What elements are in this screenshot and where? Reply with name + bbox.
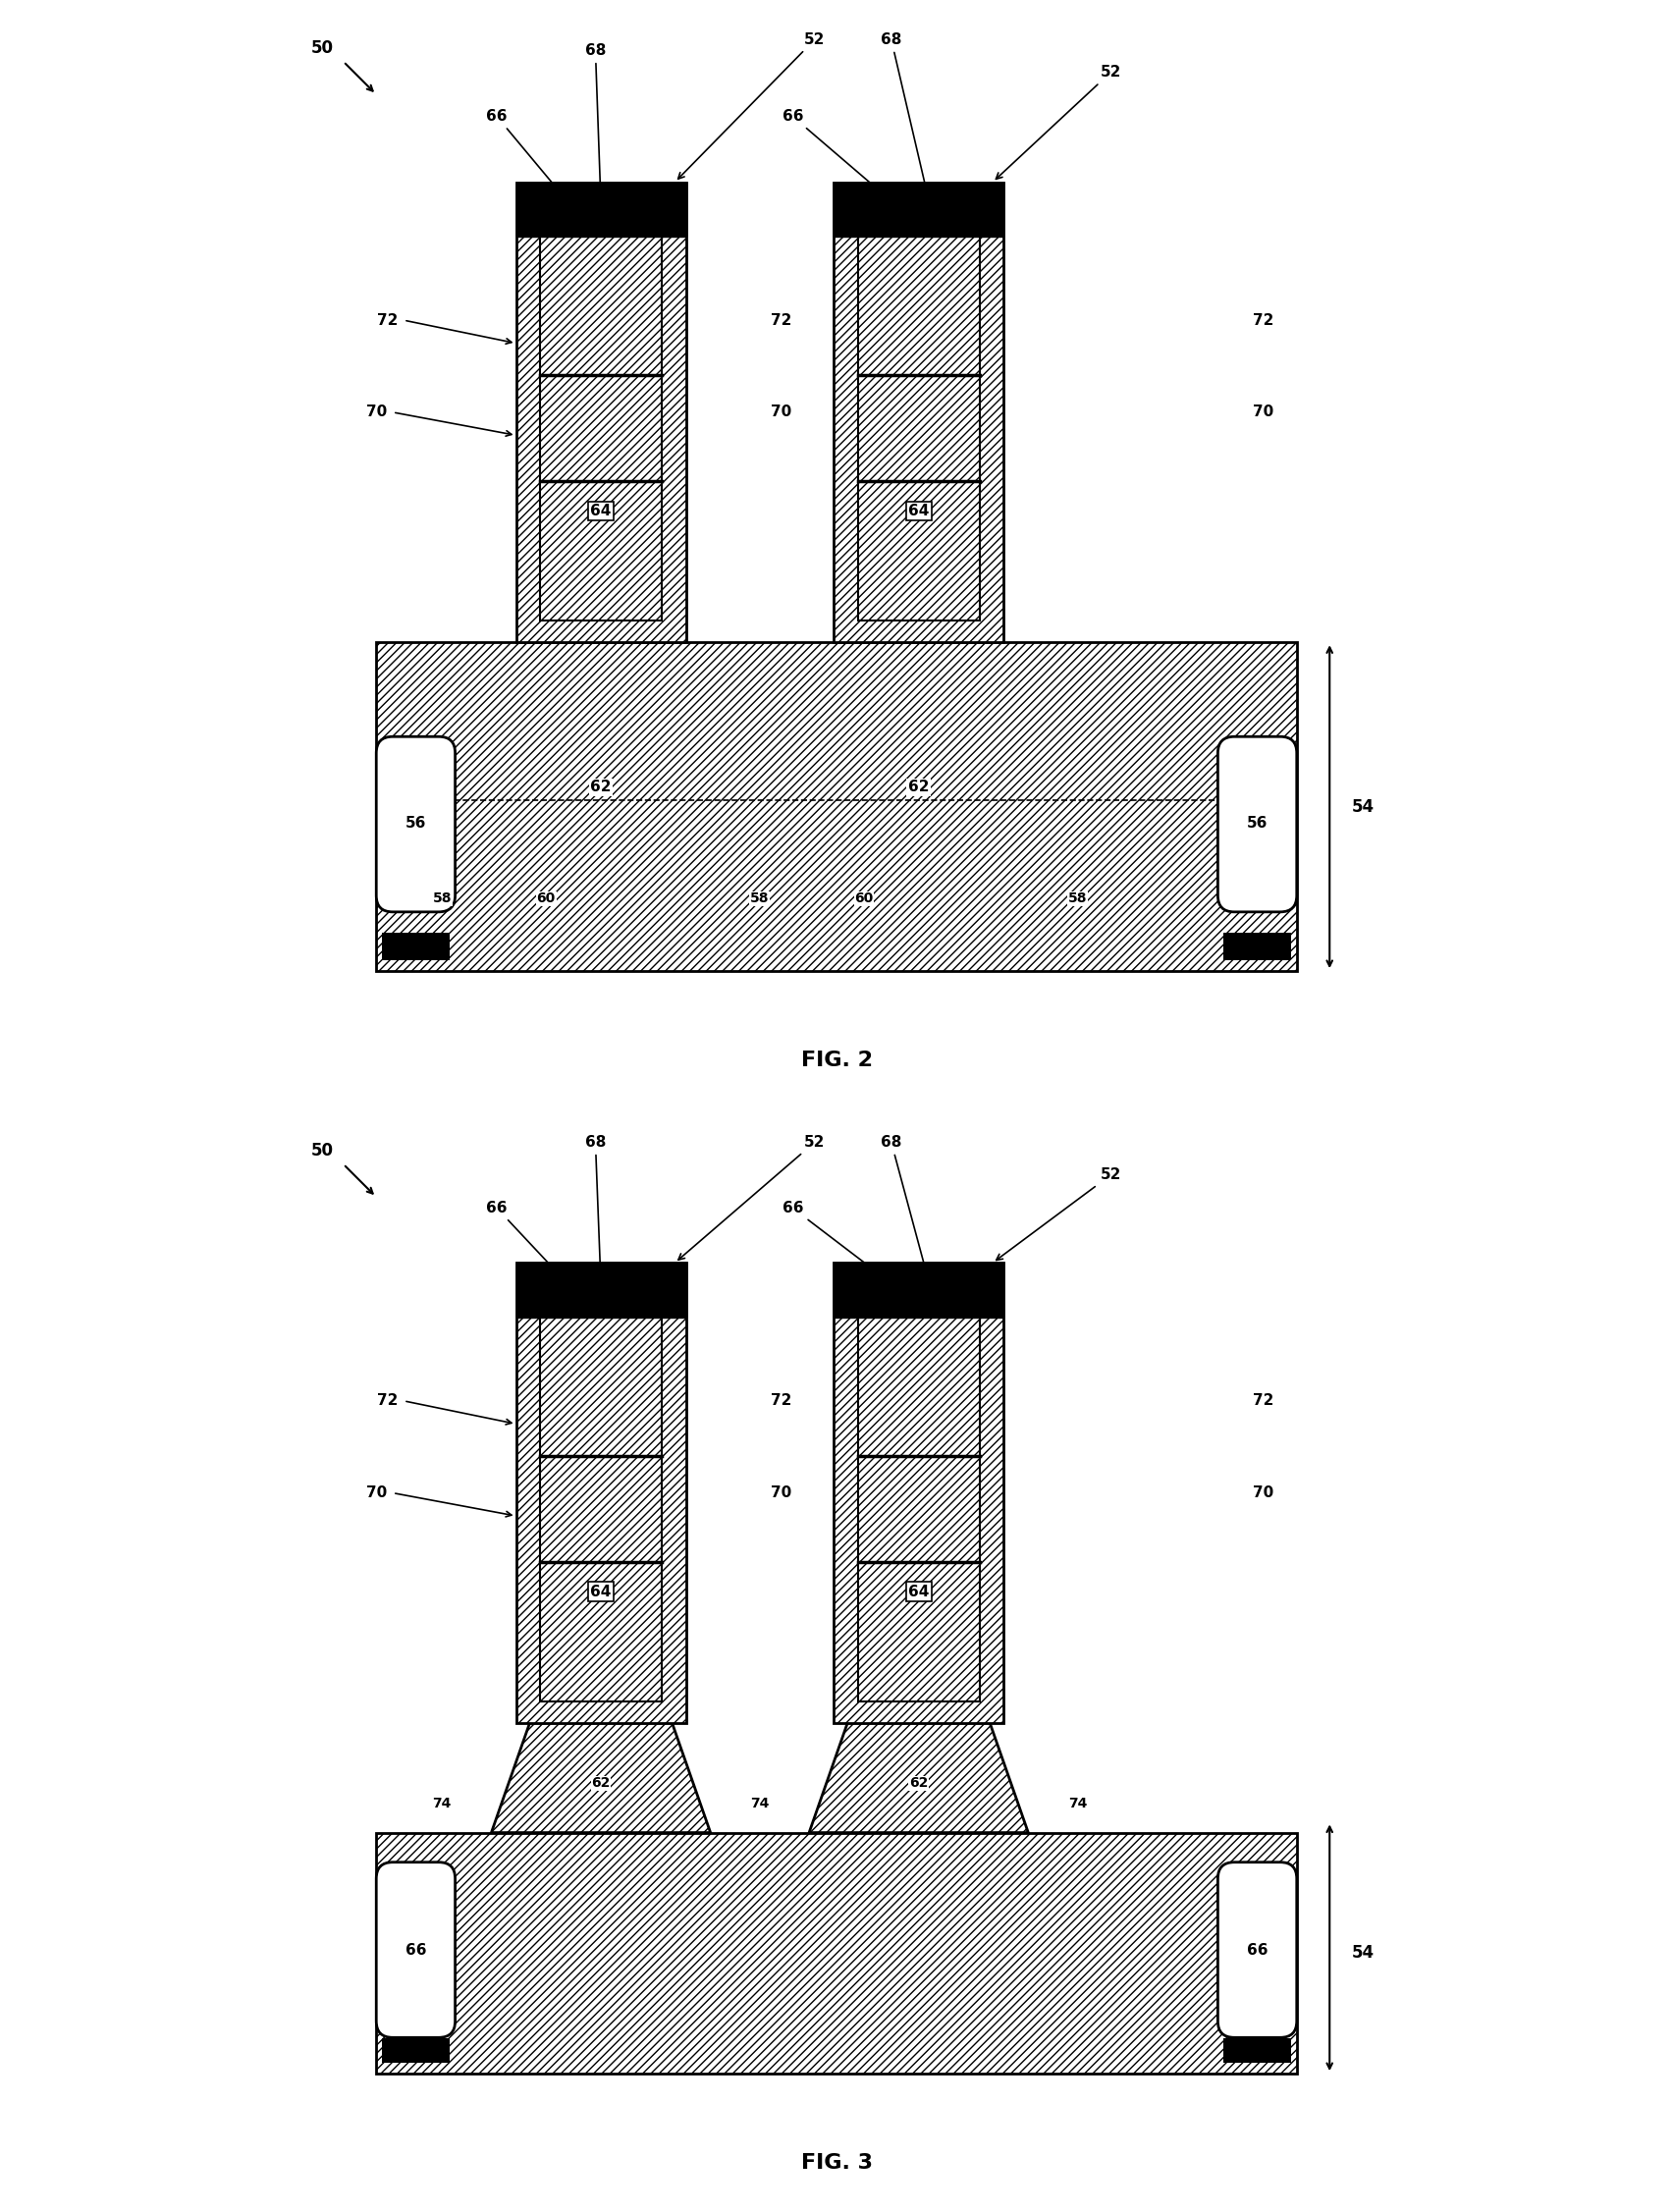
Bar	[515, 181, 686, 641]
Bar	[1223, 2039, 1292, 2064]
Text: 68: 68	[586, 1135, 606, 1281]
Text: 74: 74	[750, 1796, 770, 1812]
Bar	[540, 1296, 663, 1701]
Text: 50: 50	[311, 1141, 333, 1159]
Text: 62: 62	[591, 779, 611, 794]
Text: 54: 54	[1352, 799, 1374, 816]
Text: 58: 58	[1067, 891, 1087, 905]
Text: 62: 62	[908, 1776, 929, 1790]
Polygon shape	[810, 1723, 1029, 1832]
Text: 58: 58	[432, 891, 452, 905]
FancyBboxPatch shape	[1218, 737, 1297, 911]
Text: 70: 70	[1253, 405, 1273, 420]
Bar	[858, 215, 979, 619]
Text: 66: 66	[487, 108, 576, 212]
Text: 70: 70	[771, 1486, 791, 1500]
Text: 56: 56	[405, 816, 427, 830]
Text: 66: 66	[781, 1201, 903, 1294]
Text: 60: 60	[537, 891, 555, 905]
Text: 52: 52	[995, 64, 1121, 179]
Text: 66: 66	[1246, 1942, 1268, 1958]
Text: 70: 70	[366, 405, 386, 420]
Text: 68: 68	[880, 1135, 930, 1281]
Text: 60: 60	[855, 891, 873, 905]
Bar	[858, 1296, 979, 1701]
Text: FIG. 2: FIG. 2	[801, 1051, 872, 1071]
Bar	[540, 215, 663, 619]
Text: 72: 72	[1253, 312, 1273, 327]
Polygon shape	[492, 1723, 711, 1832]
Text: 72: 72	[1253, 1394, 1273, 1409]
Text: 66: 66	[405, 1942, 427, 1958]
Bar	[833, 181, 1004, 641]
Bar	[515, 181, 686, 237]
Text: 64: 64	[908, 504, 929, 518]
Text: 52: 52	[997, 1168, 1121, 1261]
FancyBboxPatch shape	[1218, 1863, 1297, 2037]
Text: 64: 64	[591, 504, 611, 518]
Text: 72: 72	[771, 312, 791, 327]
Bar	[833, 181, 1004, 237]
Bar	[376, 1832, 1297, 2073]
Bar	[833, 1263, 1004, 1723]
Bar	[515, 1263, 686, 1318]
Text: 50: 50	[311, 40, 333, 58]
Text: 62: 62	[591, 1776, 611, 1790]
Text: 70: 70	[366, 1486, 386, 1500]
Text: 56: 56	[1246, 816, 1268, 830]
FancyBboxPatch shape	[376, 1863, 455, 2037]
Text: 58: 58	[750, 891, 770, 905]
Bar	[376, 641, 1297, 971]
Text: 72: 72	[376, 312, 398, 327]
Text: 74: 74	[433, 1796, 452, 1812]
Bar	[381, 933, 450, 960]
Text: 68: 68	[586, 44, 606, 199]
Text: FIG. 3: FIG. 3	[801, 2152, 872, 2172]
Text: 68: 68	[880, 33, 930, 199]
Text: 52: 52	[678, 33, 825, 179]
Text: 62: 62	[908, 779, 929, 794]
Text: 70: 70	[771, 405, 791, 420]
Text: 70: 70	[1253, 1486, 1273, 1500]
Bar	[1223, 933, 1292, 960]
Text: 72: 72	[376, 1394, 398, 1409]
Text: 52: 52	[678, 1135, 825, 1261]
FancyBboxPatch shape	[376, 737, 455, 911]
Text: 54: 54	[1352, 1944, 1374, 1962]
Text: 66: 66	[487, 1201, 576, 1292]
Text: 74: 74	[1067, 1796, 1087, 1812]
Bar	[381, 2039, 450, 2064]
Text: 64: 64	[591, 1584, 611, 1599]
Bar	[515, 1263, 686, 1723]
Bar	[833, 1263, 1004, 1318]
Text: 72: 72	[771, 1394, 791, 1409]
Text: 66: 66	[781, 108, 905, 212]
Text: 64: 64	[908, 1584, 929, 1599]
